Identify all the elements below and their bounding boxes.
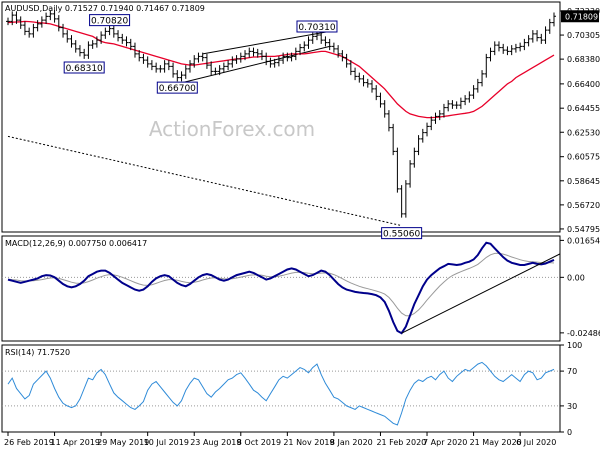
x-tick-label: 10 Jul 2019 (144, 438, 189, 447)
price-label-text: 0.70310 (298, 23, 335, 33)
x-tick-label: 21 Feb 2020 (376, 438, 426, 447)
price-bars (6, 10, 556, 218)
panel-frame-price (1, 1, 561, 233)
price-label-box (381, 227, 423, 240)
macd-label: MACD(12,26,9) 0.007750 0.006417 (5, 239, 147, 248)
last-price-value: 0.71809 (565, 12, 598, 21)
rsi-label: RSI(14) 71.7520 (5, 348, 70, 357)
x-tick-label: 21 Nov 2019 (283, 438, 334, 447)
price-label-box (63, 61, 105, 74)
x-tick-label: 23 Aug 2019 (190, 438, 241, 447)
price-tick-label: 0.58645 (567, 177, 600, 186)
price-trendline (177, 45, 330, 85)
rsi-tick-label: 70 (567, 367, 577, 376)
x-tick-label: 29 May 2019 (97, 438, 149, 447)
rsi-tick-label: 30 (567, 402, 577, 411)
x-tick-label: 7 Apr 2020 (423, 438, 467, 447)
rsi-tick-label: 0 (567, 428, 572, 437)
chart-header: AUDUSD,Daily 0.71527 0.71940 0.71467 0.7… (5, 4, 205, 13)
macd-tick-label: 0.00 (567, 273, 585, 282)
price-label-text: 0.70820 (91, 17, 128, 27)
panel-frame-rsi (1, 344, 561, 433)
price-trendline (202, 30, 330, 55)
x-tick-label: 6 Jul 2020 (516, 438, 556, 447)
x-tick-label: 8 Oct 2019 (237, 438, 281, 447)
price-label-box (89, 14, 131, 27)
price-label-box (156, 81, 198, 94)
panel-frame-macd (1, 235, 561, 342)
macd-signal-line (7, 252, 555, 317)
rsi-tick-label: 100 (567, 341, 582, 350)
x-tick-label: 26 Feb 2019 (4, 438, 54, 447)
macd-tick-label: -0.02486 (567, 329, 600, 338)
price-tick-label: 0.56720 (567, 201, 600, 210)
price-label-box (296, 20, 338, 33)
price-tick-label: 0.66400 (567, 80, 600, 89)
price-tick-label: 0.60575 (567, 153, 600, 162)
macd-line (7, 241, 555, 335)
macd-tick-label: 0.01654 (567, 236, 600, 245)
price-tick-label: 0.70305 (567, 31, 600, 40)
price-trendline (7, 135, 402, 227)
moving-average-line (7, 20, 555, 119)
price-label-text: 0.66700 (159, 84, 196, 94)
price-label-text: 0.68310 (66, 64, 103, 74)
price-tick-label: 0.62530 (567, 128, 600, 137)
macd-trendline (401, 253, 561, 334)
price-tick-label: 0.54795 (567, 225, 600, 234)
price-tick-label: 0.68380 (567, 55, 600, 64)
watermark-text: ActionForex.com (149, 117, 315, 141)
x-tick-label: 11 Apr 2019 (51, 438, 100, 447)
price-label-text: 0.55060 (383, 230, 420, 240)
price-tick-label: 0.64455 (567, 104, 600, 113)
last-price-tag (561, 10, 599, 23)
x-tick-label: 21 May 2020 (470, 438, 522, 447)
x-tick-label: 8 Jan 2020 (330, 438, 373, 447)
rsi-line (7, 361, 555, 426)
